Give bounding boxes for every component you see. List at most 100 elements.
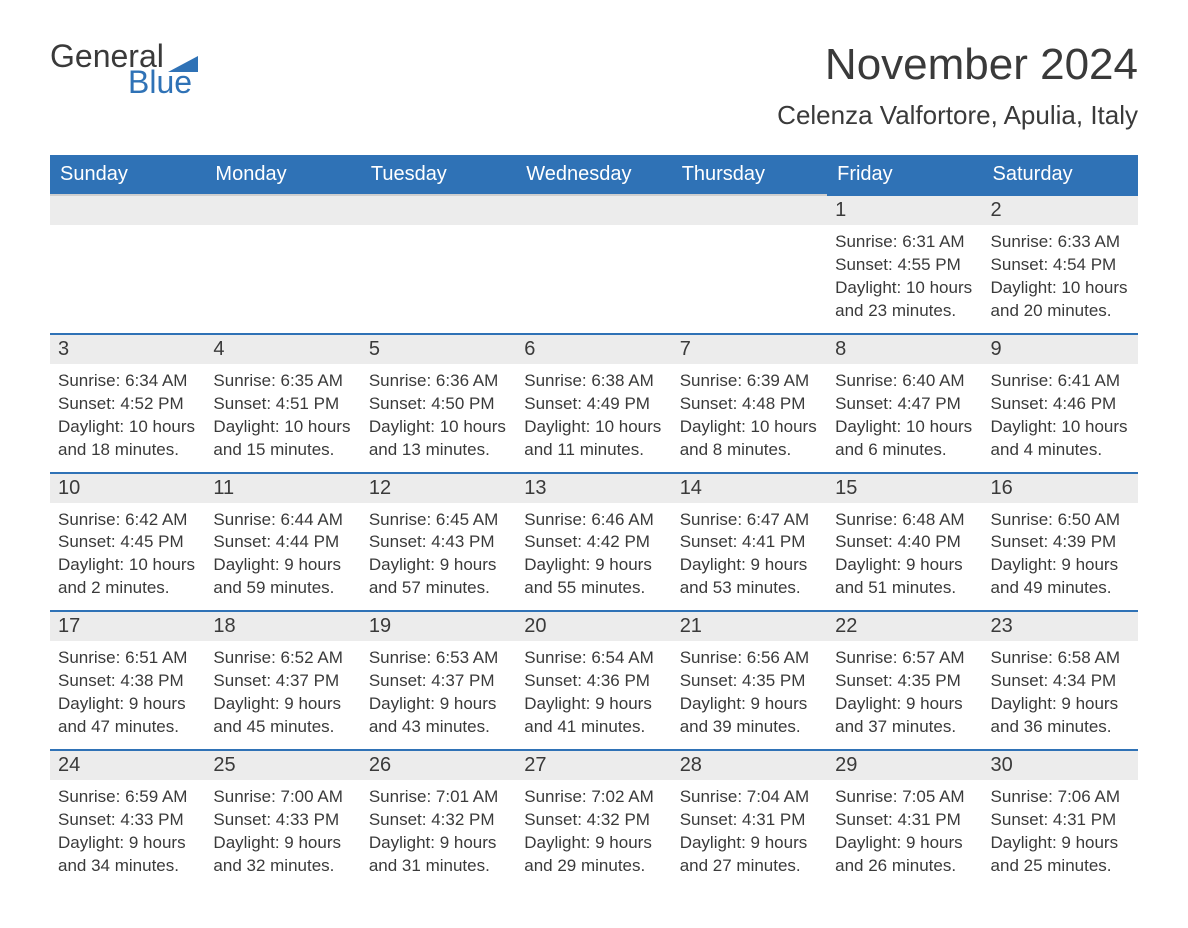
calendar-day-cell: 10Sunrise: 6:42 AMSunset: 4:45 PMDayligh… (50, 472, 205, 611)
daylight-text: Daylight: 10 hours and 2 minutes. (58, 554, 197, 600)
sunset-text: Sunset: 4:42 PM (524, 531, 663, 554)
day-number: 11 (205, 472, 360, 503)
day-body: Sunrise: 6:45 AMSunset: 4:43 PMDaylight:… (361, 503, 516, 611)
day-body: Sunrise: 6:44 AMSunset: 4:44 PMDaylight:… (205, 503, 360, 611)
daylight-text: Daylight: 9 hours and 51 minutes. (835, 554, 974, 600)
sunset-text: Sunset: 4:50 PM (369, 393, 508, 416)
calendar-day-cell (205, 194, 360, 333)
day-number: 14 (672, 472, 827, 503)
daylight-text: Daylight: 9 hours and 59 minutes. (213, 554, 352, 600)
calendar-day-cell: 16Sunrise: 6:50 AMSunset: 4:39 PMDayligh… (983, 472, 1138, 611)
day-number: 5 (361, 333, 516, 364)
day-body: Sunrise: 6:42 AMSunset: 4:45 PMDaylight:… (50, 503, 205, 611)
sunrise-text: Sunrise: 6:45 AM (369, 509, 508, 532)
day-body: Sunrise: 6:51 AMSunset: 4:38 PMDaylight:… (50, 641, 205, 749)
sunrise-text: Sunrise: 6:44 AM (213, 509, 352, 532)
daylight-text: Daylight: 9 hours and 57 minutes. (369, 554, 508, 600)
day-body: Sunrise: 7:01 AMSunset: 4:32 PMDaylight:… (361, 780, 516, 888)
day-number: 3 (50, 333, 205, 364)
sunrise-text: Sunrise: 6:48 AM (835, 509, 974, 532)
sunset-text: Sunset: 4:31 PM (680, 809, 819, 832)
weekday-header: Wednesday (516, 155, 671, 194)
sunrise-text: Sunrise: 6:42 AM (58, 509, 197, 532)
sunrise-text: Sunrise: 7:01 AM (369, 786, 508, 809)
calendar-day-cell: 2Sunrise: 6:33 AMSunset: 4:54 PMDaylight… (983, 194, 1138, 333)
day-number: 22 (827, 610, 982, 641)
daylight-text: Daylight: 9 hours and 39 minutes. (680, 693, 819, 739)
calendar-day-cell (50, 194, 205, 333)
day-number: 27 (516, 749, 671, 780)
sunset-text: Sunset: 4:41 PM (680, 531, 819, 554)
day-body: Sunrise: 6:35 AMSunset: 4:51 PMDaylight:… (205, 364, 360, 472)
sunrise-text: Sunrise: 6:38 AM (524, 370, 663, 393)
logo-word-2: Blue (128, 66, 198, 98)
calendar-day-cell: 28Sunrise: 7:04 AMSunset: 4:31 PMDayligh… (672, 749, 827, 888)
day-number: 21 (672, 610, 827, 641)
day-number-empty (205, 194, 360, 225)
day-number: 17 (50, 610, 205, 641)
daylight-text: Daylight: 10 hours and 23 minutes. (835, 277, 974, 323)
calendar-day-cell: 20Sunrise: 6:54 AMSunset: 4:36 PMDayligh… (516, 610, 671, 749)
calendar-day-cell: 15Sunrise: 6:48 AMSunset: 4:40 PMDayligh… (827, 472, 982, 611)
calendar-day-cell: 24Sunrise: 6:59 AMSunset: 4:33 PMDayligh… (50, 749, 205, 888)
day-number: 23 (983, 610, 1138, 641)
calendar-day-cell: 23Sunrise: 6:58 AMSunset: 4:34 PMDayligh… (983, 610, 1138, 749)
day-number: 8 (827, 333, 982, 364)
calendar-day-cell: 3Sunrise: 6:34 AMSunset: 4:52 PMDaylight… (50, 333, 205, 472)
calendar-day-cell: 18Sunrise: 6:52 AMSunset: 4:37 PMDayligh… (205, 610, 360, 749)
day-body: Sunrise: 6:34 AMSunset: 4:52 PMDaylight:… (50, 364, 205, 472)
sunrise-text: Sunrise: 6:51 AM (58, 647, 197, 670)
daylight-text: Daylight: 10 hours and 13 minutes. (369, 416, 508, 462)
sunset-text: Sunset: 4:39 PM (991, 531, 1130, 554)
calendar-day-cell: 12Sunrise: 6:45 AMSunset: 4:43 PMDayligh… (361, 472, 516, 611)
day-body: Sunrise: 6:58 AMSunset: 4:34 PMDaylight:… (983, 641, 1138, 749)
sunrise-text: Sunrise: 6:46 AM (524, 509, 663, 532)
sunset-text: Sunset: 4:48 PM (680, 393, 819, 416)
calendar-day-cell: 7Sunrise: 6:39 AMSunset: 4:48 PMDaylight… (672, 333, 827, 472)
sunrise-text: Sunrise: 6:33 AM (991, 231, 1130, 254)
calendar-day-cell: 29Sunrise: 7:05 AMSunset: 4:31 PMDayligh… (827, 749, 982, 888)
day-body: Sunrise: 6:57 AMSunset: 4:35 PMDaylight:… (827, 641, 982, 749)
day-body: Sunrise: 7:00 AMSunset: 4:33 PMDaylight:… (205, 780, 360, 888)
calendar-day-cell: 25Sunrise: 7:00 AMSunset: 4:33 PMDayligh… (205, 749, 360, 888)
sunset-text: Sunset: 4:34 PM (991, 670, 1130, 693)
sunrise-text: Sunrise: 6:31 AM (835, 231, 974, 254)
day-body: Sunrise: 6:54 AMSunset: 4:36 PMDaylight:… (516, 641, 671, 749)
day-number: 26 (361, 749, 516, 780)
calendar-day-cell: 19Sunrise: 6:53 AMSunset: 4:37 PMDayligh… (361, 610, 516, 749)
page-header: General Blue November 2024 Celenza Valfo… (50, 40, 1138, 131)
day-number: 13 (516, 472, 671, 503)
daylight-text: Daylight: 9 hours and 55 minutes. (524, 554, 663, 600)
month-title: November 2024 (777, 40, 1138, 90)
calendar-day-cell: 30Sunrise: 7:06 AMSunset: 4:31 PMDayligh… (983, 749, 1138, 888)
weekday-header: Sunday (50, 155, 205, 194)
sunrise-text: Sunrise: 6:35 AM (213, 370, 352, 393)
sunset-text: Sunset: 4:33 PM (58, 809, 197, 832)
day-body: Sunrise: 6:39 AMSunset: 4:48 PMDaylight:… (672, 364, 827, 472)
calendar-day-cell: 27Sunrise: 7:02 AMSunset: 4:32 PMDayligh… (516, 749, 671, 888)
daylight-text: Daylight: 9 hours and 36 minutes. (991, 693, 1130, 739)
sunset-text: Sunset: 4:49 PM (524, 393, 663, 416)
calendar-day-cell (672, 194, 827, 333)
sunrise-text: Sunrise: 6:53 AM (369, 647, 508, 670)
sunset-text: Sunset: 4:31 PM (835, 809, 974, 832)
sunset-text: Sunset: 4:36 PM (524, 670, 663, 693)
calendar-day-cell: 4Sunrise: 6:35 AMSunset: 4:51 PMDaylight… (205, 333, 360, 472)
sunset-text: Sunset: 4:51 PM (213, 393, 352, 416)
calendar-day-cell (516, 194, 671, 333)
daylight-text: Daylight: 10 hours and 4 minutes. (991, 416, 1130, 462)
sunset-text: Sunset: 4:31 PM (991, 809, 1130, 832)
daylight-text: Daylight: 9 hours and 25 minutes. (991, 832, 1130, 878)
day-number-empty (516, 194, 671, 225)
day-body: Sunrise: 6:33 AMSunset: 4:54 PMDaylight:… (983, 225, 1138, 333)
daylight-text: Daylight: 9 hours and 53 minutes. (680, 554, 819, 600)
daylight-text: Daylight: 9 hours and 27 minutes. (680, 832, 819, 878)
day-number: 15 (827, 472, 982, 503)
sunset-text: Sunset: 4:54 PM (991, 254, 1130, 277)
sunrise-text: Sunrise: 6:58 AM (991, 647, 1130, 670)
sunset-text: Sunset: 4:37 PM (369, 670, 508, 693)
weekday-header: Thursday (672, 155, 827, 194)
day-number: 28 (672, 749, 827, 780)
sunrise-text: Sunrise: 6:34 AM (58, 370, 197, 393)
weekday-header: Monday (205, 155, 360, 194)
